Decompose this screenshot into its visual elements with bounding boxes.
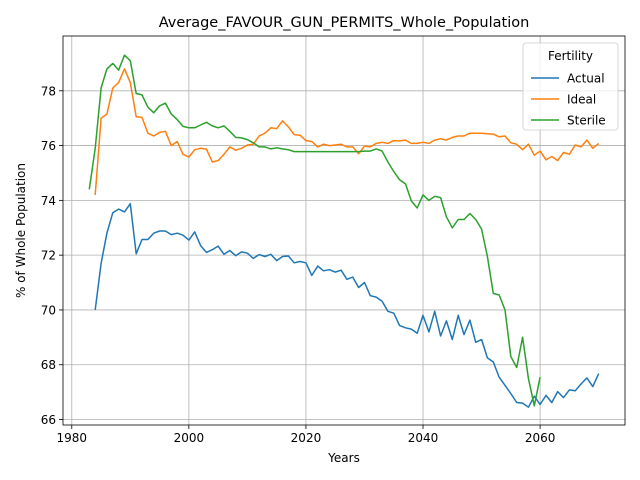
legend: Fertility Actual Ideal Sterile bbox=[522, 42, 619, 131]
y-tick-label: 76 bbox=[41, 139, 56, 153]
series-line-actual bbox=[94, 202, 600, 408]
x-tick-label: 2000 bbox=[174, 431, 205, 445]
series-line-sterile bbox=[88, 54, 541, 407]
legend-label-sterile: Sterile bbox=[567, 114, 606, 128]
x-axis-label: Years bbox=[327, 451, 360, 465]
y-axis-label: % of Whole Population bbox=[14, 163, 28, 298]
axis-ticks: 1980 2000 2020 2040 2060 66 68 70 72 74 76 78 bbox=[41, 84, 556, 445]
x-tick-label: 2060 bbox=[525, 431, 556, 445]
chart-title: Average_FAVOUR_GUN_PERMITS_Whole_Populat… bbox=[159, 15, 530, 31]
y-tick-label: 72 bbox=[41, 249, 56, 263]
series-lines bbox=[88, 54, 600, 408]
plot-frame bbox=[62, 35, 626, 426]
x-tick-label: 2040 bbox=[408, 431, 439, 445]
legend-title: Fertility bbox=[548, 49, 593, 63]
y-tick-label: 66 bbox=[41, 413, 56, 427]
series-line-ideal bbox=[94, 68, 600, 195]
legend-box bbox=[522, 42, 619, 131]
legend-label-ideal: Ideal bbox=[567, 93, 596, 107]
y-tick-label: 78 bbox=[41, 84, 56, 98]
x-tick-label: 2020 bbox=[291, 431, 322, 445]
x-tick-label: 1980 bbox=[57, 431, 88, 445]
y-tick-label: 68 bbox=[41, 358, 56, 372]
y-tick-label: 74 bbox=[41, 194, 56, 208]
y-tick-label: 70 bbox=[41, 303, 56, 317]
legend-label-actual: Actual bbox=[567, 72, 605, 86]
